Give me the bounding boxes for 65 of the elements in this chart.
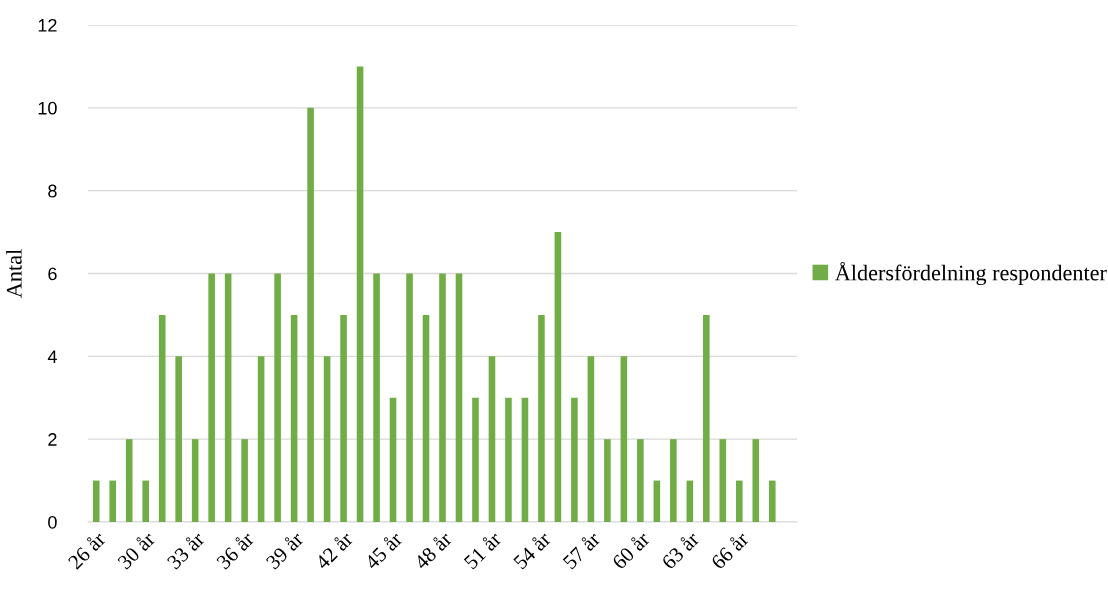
bar bbox=[307, 107, 314, 522]
bar bbox=[340, 314, 347, 522]
bar bbox=[356, 66, 364, 522]
bar bbox=[422, 314, 430, 522]
x-tick-label: 57 år bbox=[561, 530, 602, 570]
bar bbox=[439, 273, 446, 522]
bar bbox=[604, 439, 611, 522]
y-tick-label: 2 bbox=[48, 433, 57, 446]
bar bbox=[752, 439, 760, 522]
bar bbox=[191, 439, 199, 522]
bar bbox=[637, 439, 644, 522]
bar bbox=[472, 397, 479, 522]
legend-label: Åldersfördelning respondenter bbox=[835, 261, 1107, 286]
bar bbox=[373, 273, 380, 522]
bar bbox=[158, 314, 166, 522]
x-tick-label: 26 år bbox=[66, 530, 107, 570]
bar bbox=[274, 273, 281, 522]
bar bbox=[670, 439, 677, 522]
bar bbox=[224, 273, 232, 522]
y-tick-label: 0 bbox=[48, 515, 57, 529]
x-tick-label: 30 år bbox=[116, 530, 156, 570]
x-tick-label: 42 år bbox=[313, 530, 354, 571]
y-tick-label: 8 bbox=[48, 184, 57, 198]
bar bbox=[92, 480, 100, 522]
bar bbox=[538, 314, 545, 522]
bar bbox=[257, 356, 265, 522]
x-tick-label: 51 år bbox=[462, 530, 503, 570]
bar bbox=[719, 439, 727, 522]
y-axis-title: Antal bbox=[6, 249, 22, 298]
bar bbox=[505, 397, 512, 522]
x-tick-label: 66 år bbox=[709, 530, 750, 570]
y-tick-label: 6 bbox=[48, 267, 57, 281]
bar bbox=[208, 273, 215, 522]
bar bbox=[241, 439, 248, 522]
bar bbox=[620, 356, 628, 522]
bar bbox=[653, 480, 661, 522]
bar bbox=[703, 314, 710, 522]
bar bbox=[290, 314, 298, 522]
x-tick-label: 45 år bbox=[363, 530, 404, 571]
bar bbox=[389, 397, 397, 522]
y-tick-label: 10 bbox=[38, 101, 57, 115]
x-tick-label: 60 år bbox=[610, 530, 651, 570]
bar bbox=[571, 397, 578, 522]
bar bbox=[768, 480, 776, 522]
bar bbox=[109, 480, 117, 522]
bar bbox=[406, 273, 413, 522]
x-tick-label: 63 år bbox=[660, 530, 701, 570]
bar bbox=[175, 356, 182, 522]
y-tick-label: 12 bbox=[38, 18, 57, 32]
bar bbox=[455, 273, 463, 522]
bar bbox=[587, 356, 595, 522]
x-tick-label: 48 år bbox=[412, 530, 453, 571]
bar bbox=[142, 480, 150, 522]
bar bbox=[554, 232, 562, 522]
x-tick-label: 36 år bbox=[215, 530, 255, 570]
bar bbox=[488, 356, 496, 522]
bar bbox=[125, 439, 133, 522]
bar bbox=[686, 480, 694, 522]
x-tick-label: 39 år bbox=[264, 530, 305, 570]
x-tick-label: 54 år bbox=[511, 530, 552, 570]
y-tick-label: 4 bbox=[47, 350, 57, 363]
bar bbox=[521, 397, 529, 522]
bar bbox=[735, 480, 743, 522]
x-tick-label: 33 år bbox=[165, 530, 206, 570]
bar bbox=[323, 356, 331, 522]
